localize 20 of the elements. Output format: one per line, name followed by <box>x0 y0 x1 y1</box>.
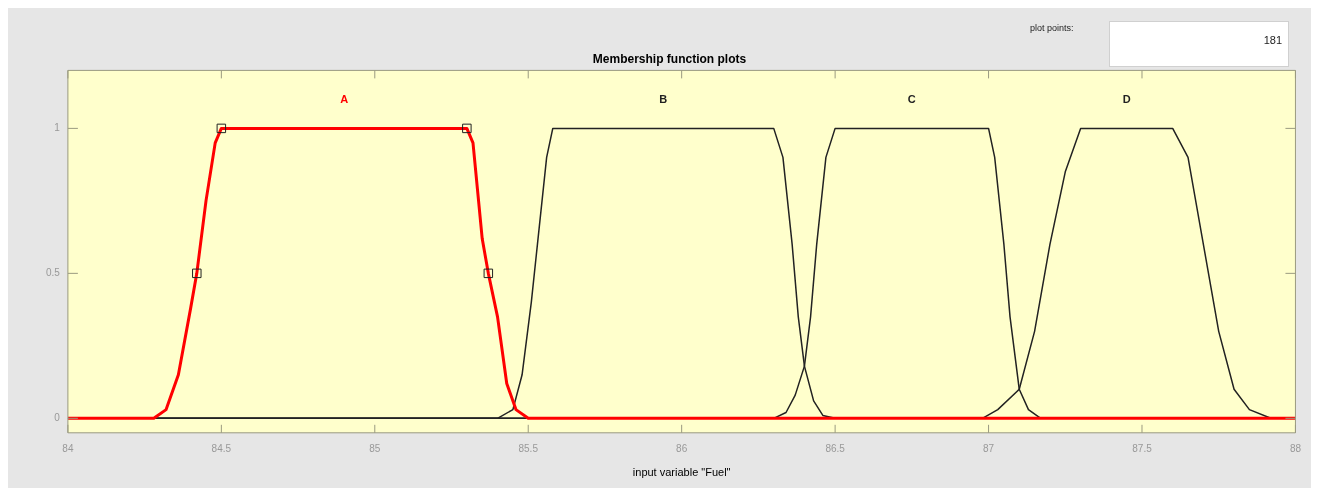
input-field: 181 <box>1109 21 1289 67</box>
text: B <box>659 93 668 106</box>
text: D <box>1122 93 1131 106</box>
x-tick-label: 88 <box>1289 442 1302 454</box>
y-tick-label: 0.5 <box>46 267 61 279</box>
x-tick-label: 86 <box>676 442 688 454</box>
text: A <box>340 93 349 106</box>
x-tick-label: 84.5 <box>211 442 232 454</box>
x-tick-label: 85 <box>369 442 381 454</box>
y-tick-label: 1 <box>54 122 61 134</box>
x-tick-label: 87.5 <box>1132 442 1153 454</box>
chart-title: Membership function plots <box>592 51 747 66</box>
x-tick-label: 84 <box>62 442 74 454</box>
text: plot points: <box>1030 23 1074 33</box>
x-axis-title: input variable "Fuel" <box>632 466 731 479</box>
y-tick-label: 0 <box>54 412 61 424</box>
text: C <box>907 93 916 106</box>
x-tick-label: 86.5 <box>825 442 846 454</box>
x-tick-label: 87 <box>982 442 995 454</box>
x-tick-label: 85.5 <box>518 442 539 454</box>
